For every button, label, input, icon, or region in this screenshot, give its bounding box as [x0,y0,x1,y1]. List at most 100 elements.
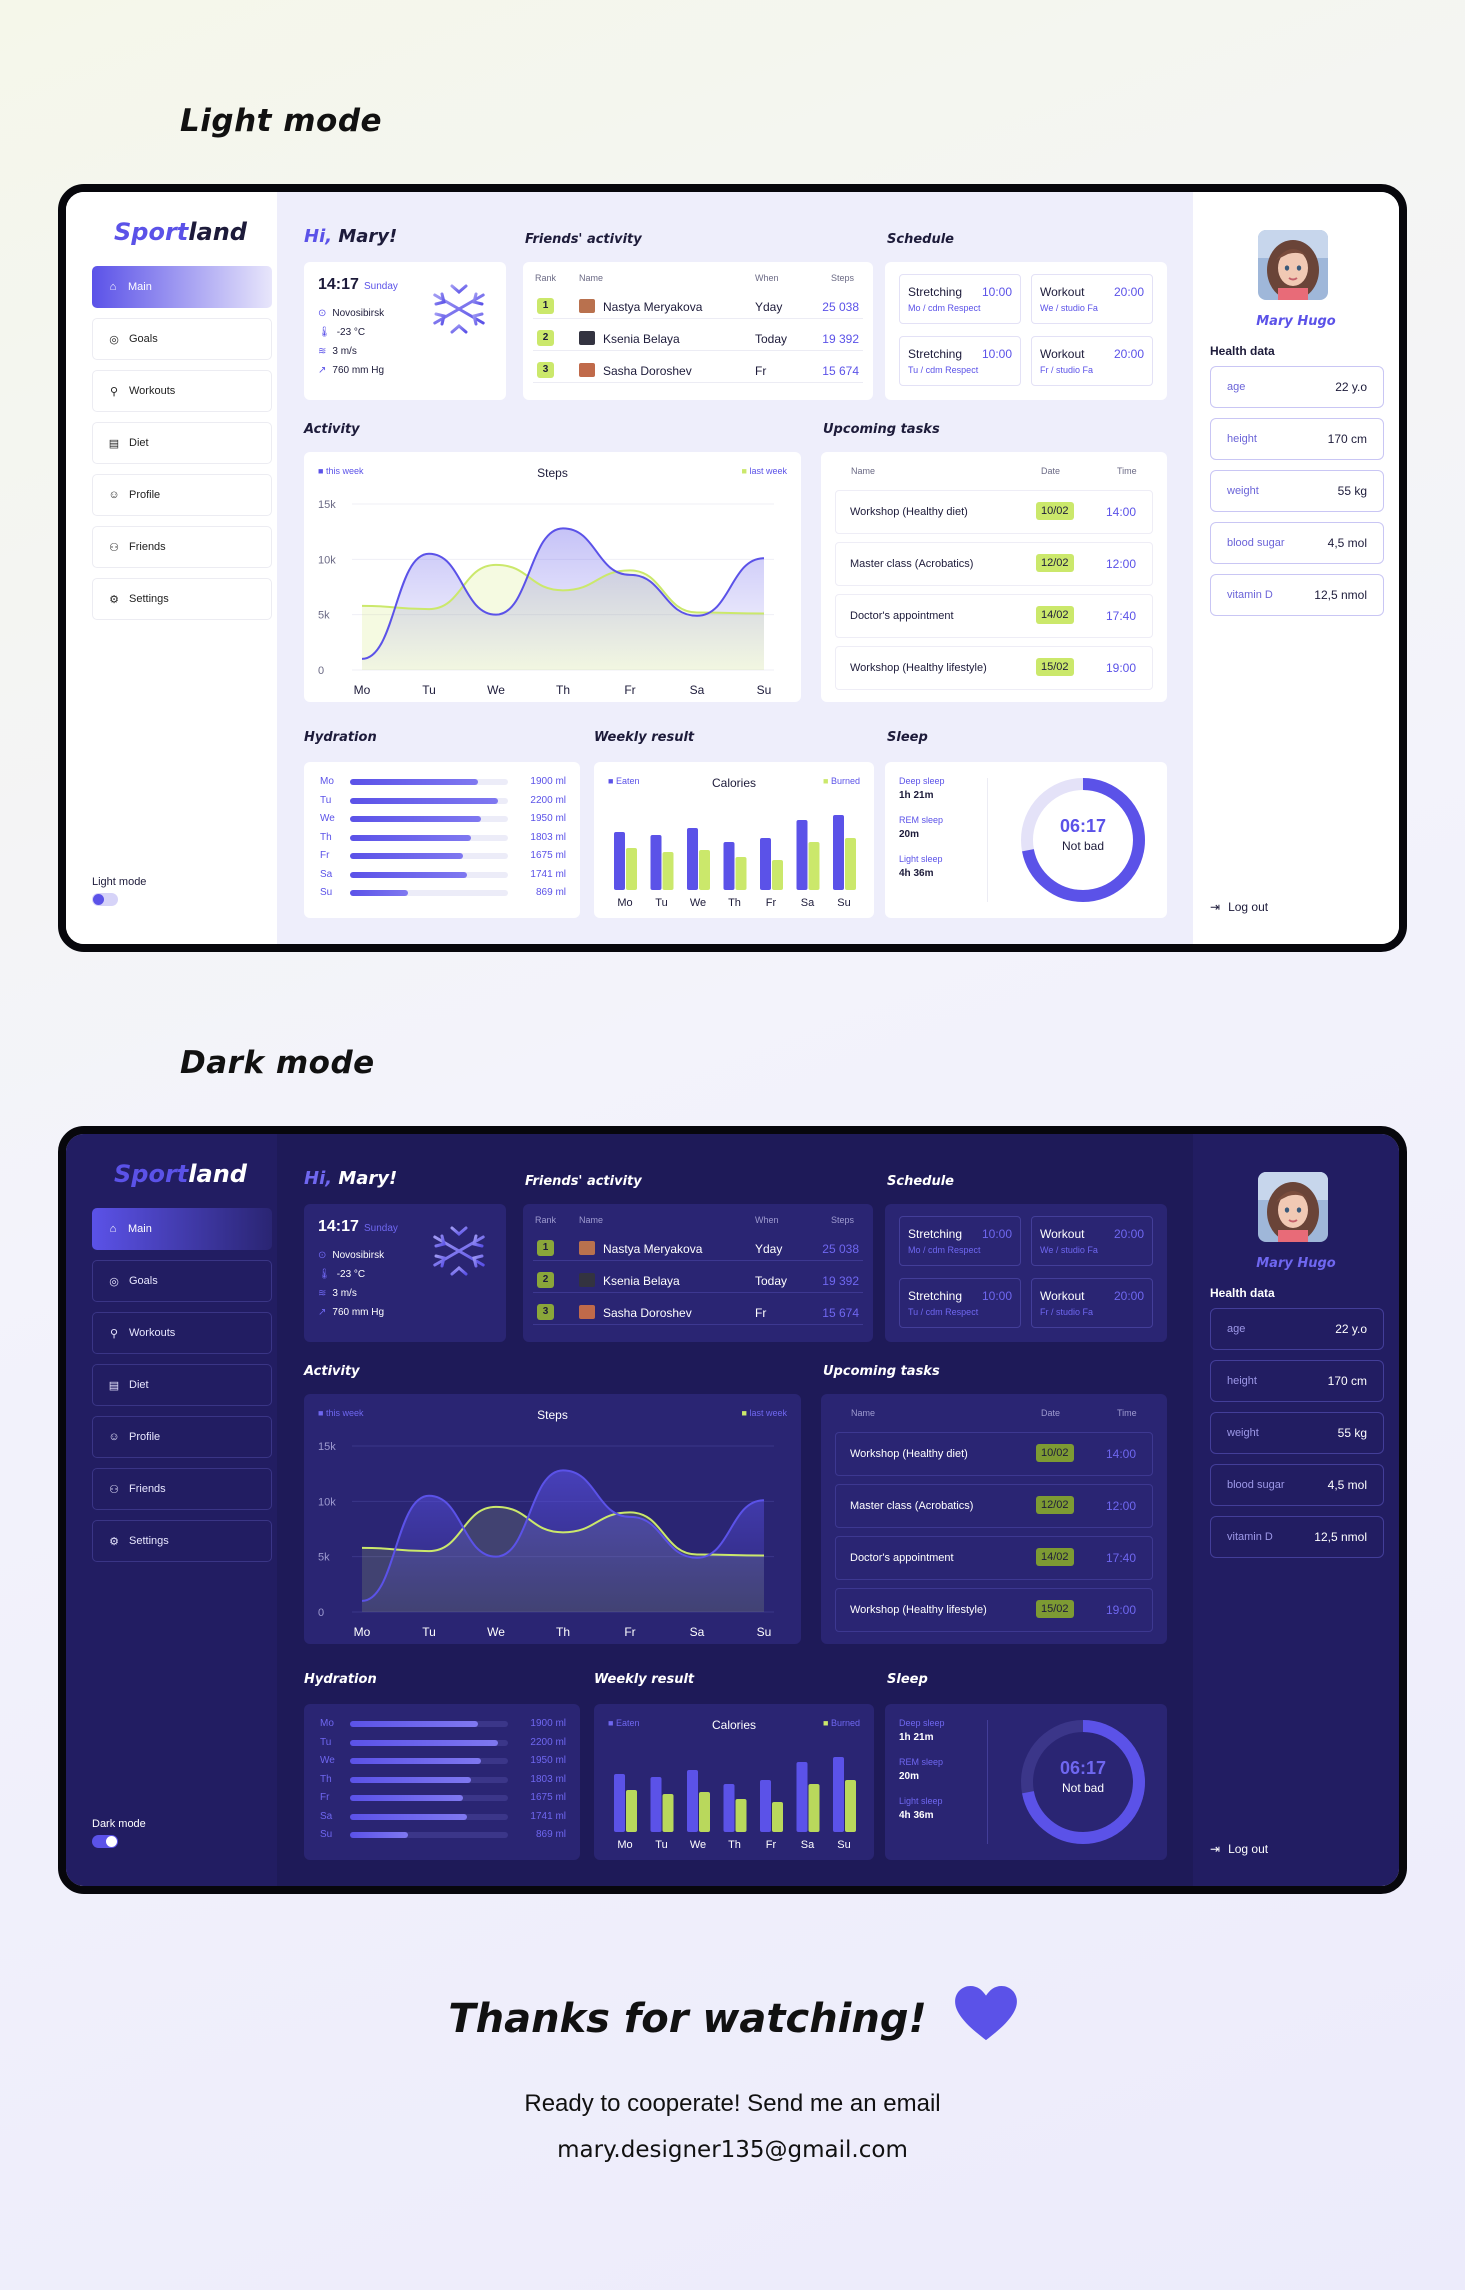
burned-bar [662,852,674,890]
nav-item-friends[interactable]: ⚇ Friends [92,1468,272,1510]
email-link[interactable]: mary.designer135@gmail.com [557,2137,908,2163]
task-row[interactable]: Doctor's appointment 14/02 17:40 [835,1536,1153,1580]
cal-x-tick: We [690,1839,706,1851]
nav-item-workouts[interactable]: ⚲ Workouts [92,1312,272,1354]
hydration-bar [350,797,498,804]
friend-name[interactable]: Ksenia Belaya [603,332,680,346]
deep-sleep-value: 1h 21m [899,1732,934,1743]
nav-item-settings[interactable]: ⚙ Settings [92,578,272,620]
eaten-bar [687,1770,698,1832]
health-blood-sugar[interactable]: blood sugar 4,5 mol [1210,1464,1384,1506]
friend-when: Today [755,1274,788,1288]
nav-item-workouts[interactable]: ⚲ Workouts [92,370,272,412]
schedule-item[interactable]: Stretching 10:00 Mo / cdm Respect [899,274,1021,324]
nav-item-diet[interactable]: ▤ Diet [92,422,272,464]
hydration-bar [350,1813,467,1820]
task-row[interactable]: Master class (Acrobatics) 12/02 12:00 [835,1484,1153,1528]
sleep-card: Deep sleep 1h 21m REM sleep 20m Light sl… [885,1704,1167,1860]
nav-item-profile[interactable]: ☺ Profile [92,474,272,516]
friend-when: Yday [755,1242,783,1256]
health-weight[interactable]: weight 55 kg [1210,470,1384,512]
tasks-title: Upcoming tasks [823,422,940,437]
main-content: Hi, Mary! 14:17 Sunday ⊙ Novosibirsk 🌡︎ -2… [277,192,1193,944]
city: Novosibirsk [332,308,385,319]
nav-label: Main [128,281,152,293]
health-vitamin-D[interactable]: vitamin D 12,5 nmol [1210,1516,1384,1558]
nav-item-main[interactable]: ⌂ Main [92,1208,272,1250]
hydration-bar-track [350,1721,508,1727]
nav-item-goals[interactable]: ◎ Goals [92,318,272,360]
health-weight[interactable]: weight 55 kg [1210,1412,1384,1454]
nav-item-settings[interactable]: ⚙ Settings [92,1520,272,1562]
avatar[interactable] [1258,230,1328,300]
mode-toggle[interactable] [92,1835,118,1848]
nav-label: Goals [129,1275,158,1287]
hydration-value: 869 ml [535,887,566,898]
cal-x-tick: Mo [617,1839,632,1851]
friend-avatar [579,363,595,377]
nav-item-friends[interactable]: ⚇ Friends [92,526,272,568]
mode-toggle[interactable] [92,893,118,906]
profile-name: Mary Hugo [1256,314,1336,329]
friend-name[interactable]: Ksenia Belaya [603,1274,680,1288]
logout-button[interactable]: ⇥ Log out [1210,900,1269,914]
schedule-time: 10:00 [981,1227,1012,1241]
nav-label: Workouts [129,1327,176,1339]
rank-badge: 2 [537,1272,554,1288]
friend-name[interactable]: Sasha Doroshev [603,1306,692,1320]
task-row[interactable]: Workshop (Healthy lifestyle) 15/02 19:00 [835,646,1153,690]
nav-item-diet[interactable]: ▤ Diet [92,1364,272,1406]
eaten-bar [650,835,662,890]
rank-badge: 3 [537,362,554,378]
schedule-name: Workout [1040,347,1085,361]
health-key: weight [1227,485,1259,497]
snowflake-icon [433,279,485,339]
schedule-item[interactable]: Stretching 10:00 Mo / cdm Respect [899,1216,1021,1266]
health-key: age [1227,381,1246,393]
task-row[interactable]: Workshop (Healthy lifestyle) 15/02 19:00 [835,1588,1153,1632]
health-height[interactable]: height 170 cm [1210,418,1384,460]
avatar[interactable] [1258,1172,1328,1242]
schedule-item[interactable]: Workout 20:00 We / studio Fa [1031,274,1153,324]
nav-item-goals[interactable]: ◎ Goals [92,1260,272,1302]
schedule-item[interactable]: Workout 20:00 Fr / studio Fa [1031,336,1153,386]
friend-name[interactable]: Sasha Doroshev [603,364,692,378]
schedule-time: 10:00 [981,1289,1012,1303]
friends-card: Rank Name When Steps 1 Nastya Meryakova Yday 25… [523,262,873,400]
task-row[interactable]: Workshop (Healthy diet) 10/02 14:00 [835,1432,1153,1476]
cal-x-tick: Th [728,897,741,909]
friend-avatar [579,1273,595,1287]
eaten-bar [614,832,625,890]
x-tick: Mo [354,1625,371,1639]
health-age[interactable]: age 22 y.o [1210,366,1384,408]
temperature: -23 °C [336,1269,366,1280]
task-row[interactable]: Workshop (Healthy diet) 10/02 14:00 [835,490,1153,534]
cal-x-tick: Tu [655,897,667,909]
health-height[interactable]: height 170 cm [1210,1360,1384,1402]
steps-chart: 0 5k 10k 15k Mo Tu We Th Fr Sa Su [318,499,774,697]
nav-item-main[interactable]: ⌂ Main [92,266,272,308]
nav-label: Profile [129,489,161,501]
schedule-item[interactable]: Workout 20:00 We / studio Fa [1031,1216,1153,1266]
task-time: 12:00 [1105,1499,1136,1513]
task-row[interactable]: Doctor's appointment 14/02 17:40 [835,594,1153,638]
row-divider [533,382,863,383]
logout-button[interactable]: ⇥ Log out [1210,1842,1269,1856]
friend-name[interactable]: Nastya Meryakova [603,300,703,314]
nav-item-profile[interactable]: ☺ Profile [92,1416,272,1458]
hydration-bar-track [350,1832,508,1838]
notebook-icon: ▤ [108,1379,120,1392]
health-age[interactable]: age 22 y.o [1210,1308,1384,1350]
hydration-bar [350,1739,498,1746]
schedule-item[interactable]: Stretching 10:00 Tu / cdm Respect [899,1278,1021,1328]
health-blood-sugar[interactable]: blood sugar 4,5 mol [1210,522,1384,564]
nav-label: Settings [129,593,169,605]
task-row[interactable]: Master class (Acrobatics) 12/02 12:00 [835,542,1153,586]
schedule-item[interactable]: Workout 20:00 Fr / studio Fa [1031,1278,1153,1328]
health-vitamin-D[interactable]: vitamin D 12,5 nmol [1210,574,1384,616]
hydration-bar [350,1795,463,1801]
friend-name[interactable]: Nastya Meryakova [603,1242,703,1256]
sleep-ring-progress [1021,778,1145,902]
schedule-item[interactable]: Stretching 10:00 Tu / cdm Respect [899,336,1021,386]
nav-label: Profile [129,1431,161,1443]
